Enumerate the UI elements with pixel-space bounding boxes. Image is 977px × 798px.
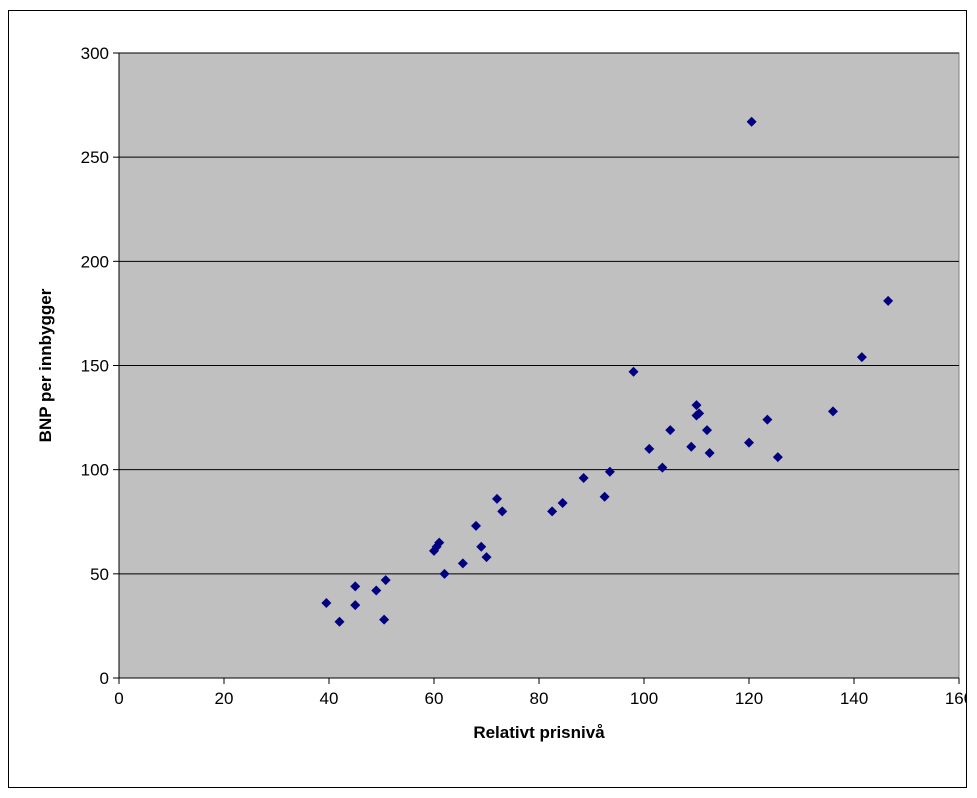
data-point xyxy=(380,575,391,586)
data-point xyxy=(497,506,508,517)
data-point xyxy=(481,552,492,563)
x-tick-label: 140 xyxy=(840,689,868,708)
x-tick-label: 60 xyxy=(425,689,444,708)
data-point xyxy=(628,366,639,377)
data-point xyxy=(828,406,838,417)
y-axis-ticks: 0 50 100 150 200 250 300 xyxy=(81,44,119,688)
y-tick-label: 100 xyxy=(81,461,109,480)
data-point xyxy=(492,493,502,504)
data-point xyxy=(457,558,468,569)
x-tick-label: 40 xyxy=(320,689,339,708)
y-tick-label: 50 xyxy=(90,565,109,584)
data-point xyxy=(883,295,894,306)
data-point xyxy=(321,598,332,608)
gridlines xyxy=(119,52,959,575)
data-point xyxy=(578,473,589,483)
data-point xyxy=(471,520,481,531)
x-tick-label: 100 xyxy=(630,689,658,708)
x-tick-label: 20 xyxy=(215,689,234,708)
data-point xyxy=(704,448,715,458)
data-point xyxy=(657,462,668,473)
data-point xyxy=(762,414,773,425)
data-point xyxy=(665,425,676,436)
x-axis-ticks: 0 20 40 60 80 100 120 140 160 xyxy=(114,678,966,708)
data-point xyxy=(371,585,382,596)
y-tick-label: 250 xyxy=(81,148,109,167)
data-point xyxy=(694,408,705,419)
data-points xyxy=(321,116,894,627)
y-tick-label: 200 xyxy=(81,252,109,271)
data-point xyxy=(557,498,568,508)
data-point xyxy=(691,400,702,411)
data-point xyxy=(350,600,361,611)
x-tick-label: 120 xyxy=(735,689,763,708)
data-point xyxy=(434,537,445,548)
data-point xyxy=(604,466,615,477)
y-tick-label: 150 xyxy=(81,357,109,376)
x-tick-label: 0 xyxy=(114,689,123,708)
scatter-chart: 0 20 40 60 80 100 120 140 160 0 50 100 150 200 250 300… xyxy=(36,44,966,742)
data-point xyxy=(746,116,757,127)
x-tick-label: 160 xyxy=(945,689,966,708)
data-point xyxy=(476,541,487,552)
y-axis-title: BNP per innbygger xyxy=(36,288,55,442)
data-point xyxy=(379,614,390,625)
data-point xyxy=(744,437,754,448)
data-point xyxy=(599,491,610,502)
y-tick-label: 0 xyxy=(100,669,109,688)
data-point xyxy=(334,616,345,627)
x-axis-title: Relativt prisnivå xyxy=(473,723,605,742)
data-point xyxy=(856,352,867,363)
data-point xyxy=(702,425,712,436)
data-point xyxy=(547,506,558,517)
chart-frame: 0 20 40 60 80 100 120 140 160 0 50 100 150 200 250 300… xyxy=(8,10,967,788)
data-point xyxy=(350,581,361,592)
y-tick-label: 300 xyxy=(81,44,109,63)
data-point xyxy=(644,443,655,454)
x-tick-label: 80 xyxy=(530,689,549,708)
data-point xyxy=(772,452,783,463)
data-point xyxy=(686,441,697,452)
data-point xyxy=(439,568,450,579)
